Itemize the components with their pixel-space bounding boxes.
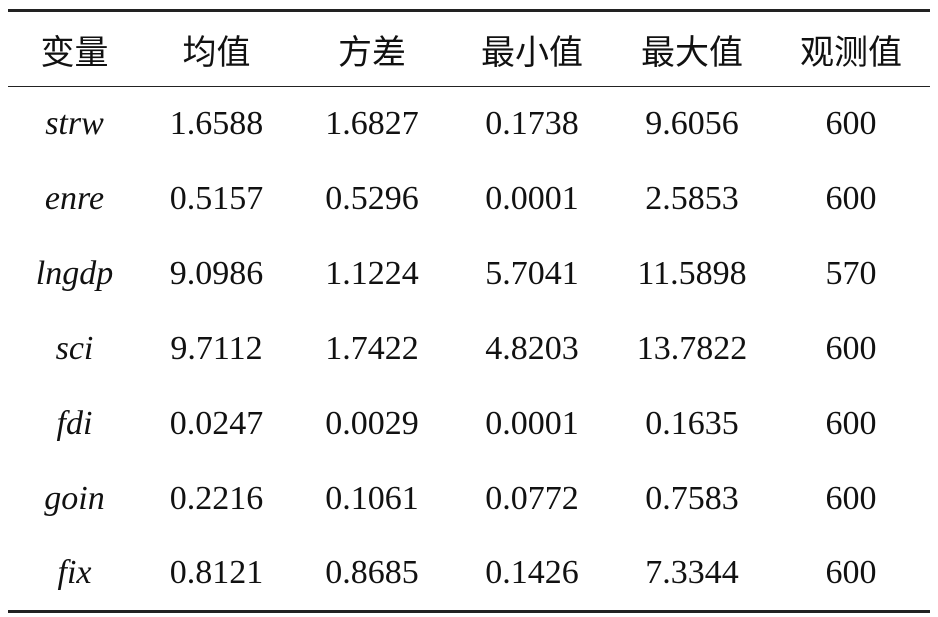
value-cell: 0.8121 <box>169 554 264 592</box>
value-cell: 11.5898 <box>637 255 747 292</box>
value-cell: 0.5296 <box>325 180 419 217</box>
value-cell: 1.6588 <box>169 105 264 143</box>
value-cell: 9.7112 <box>170 330 263 367</box>
value-cell: 0.0247 <box>169 405 264 442</box>
table-row: fix 0.8121 0.8685 0.1426 7.3344 600 <box>8 537 930 612</box>
table-header: 变量 均值 方差 最小值 最大值 观测值 <box>8 10 930 87</box>
value-cell: 9.6056 <box>645 105 739 143</box>
header-row: 变量 均值 方差 最小值 最大值 观测值 <box>8 10 930 87</box>
value-cell: 2.5853 <box>645 180 739 217</box>
value-cell: 1.6827 <box>325 105 419 143</box>
value-cell: 13.7822 <box>636 330 748 367</box>
table-row: sci 9.7112 1.7422 4.8203 13.7822 600 <box>8 312 930 387</box>
value-cell: 600 <box>825 105 877 143</box>
value-cell: 5.7041 <box>485 255 579 292</box>
table-row: fdi 0.0247 0.0029 0.0001 0.1635 600 <box>8 387 930 462</box>
header-cell: 方差 <box>338 34 406 72</box>
table-row: goin 0.2216 0.1061 0.0772 0.7583 600 <box>8 462 930 537</box>
value-cell: 600 <box>825 180 877 217</box>
value-cell: 600 <box>825 405 877 442</box>
value-cell: 0.7583 <box>645 480 739 517</box>
table-row: lngdp 9.0986 1.1224 5.7041 11.5898 570 <box>8 237 930 312</box>
header-cell: 变量 <box>40 34 109 72</box>
value-cell: 0.0029 <box>325 405 419 442</box>
value-cell: 1.7422 <box>325 330 419 367</box>
value-cell: 0.5157 <box>169 180 264 217</box>
value-cell: 600 <box>825 480 877 517</box>
header-cell: 均值 <box>182 34 251 72</box>
table-row: enre 0.5157 0.5296 0.0001 2.5853 600 <box>8 162 930 237</box>
header-cell: 最小值 <box>481 34 583 72</box>
value-cell: 9.0986 <box>169 255 264 292</box>
value-cell: 600 <box>825 330 877 367</box>
value-cell: 600 <box>825 554 877 592</box>
value-cell: 0.8685 <box>325 554 419 592</box>
variable-name: goin <box>44 480 105 517</box>
value-cell: 0.1738 <box>485 105 579 143</box>
value-cell: 1.1224 <box>325 255 419 292</box>
header-cell: 观测值 <box>800 34 902 72</box>
table-body: strw 1.6588 1.6827 0.1738 9.6056 600 enre 0.515… <box>8 87 930 612</box>
header-cell: 最大值 <box>641 34 743 72</box>
value-cell: 0.1061 <box>325 480 419 517</box>
value-cell: 570 <box>825 255 877 292</box>
value-cell: 0.2216 <box>169 480 264 517</box>
table-row: strw 1.6588 1.6827 0.1738 9.6056 600 <box>8 87 930 162</box>
value-cell: 0.0772 <box>485 480 579 517</box>
value-cell: 4.8203 <box>485 330 579 367</box>
value-cell: 0.1426 <box>485 554 579 592</box>
stats-table: 变量 均值 方差 最小值 最大值 观测值 strw 1.6588 1.6827 0.1738 9.… <box>8 9 930 613</box>
variable-name: lngdp <box>35 255 114 292</box>
value-cell: 7.3344 <box>645 554 739 592</box>
variable-name: fdi <box>56 405 93 442</box>
variable-name: fix <box>57 554 92 592</box>
value-cell: 0.0001 <box>485 405 579 442</box>
variable-name: strw <box>45 105 104 143</box>
value-cell: 0.1635 <box>645 405 739 442</box>
variable-name: enre <box>44 180 105 217</box>
value-cell: 0.0001 <box>485 180 579 217</box>
variable-name: sci <box>55 330 94 367</box>
